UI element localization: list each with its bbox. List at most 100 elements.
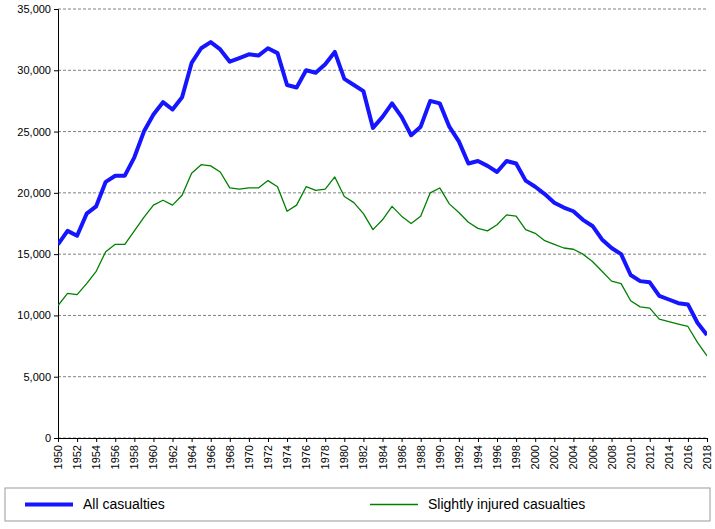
x-tick-mark [383,438,384,442]
grid-line [58,9,707,10]
x-tick: 2004 [567,438,579,469]
x-tick-label: 2008 [606,445,618,469]
y-axis-line [54,10,59,439]
y-tick: 30,000 [17,64,58,76]
x-tick-label: 2002 [548,445,560,469]
x-tick: 1950 [52,438,64,469]
x-tick-label: 2018 [701,445,713,469]
y-tick-label: 15,000 [17,248,51,260]
x-tick-label: 1996 [491,445,503,469]
x-tick-mark [592,438,593,442]
x-tick-label: 1964 [186,445,198,469]
grid-line [58,315,707,316]
legend-label: All casualties [83,496,165,512]
y-tick: 5,000 [23,371,58,383]
x-tick-mark [230,438,231,442]
plot: 0 5,000 10,000 15,000 20,000 25,000 30,000 35,0… [17,3,713,469]
x-axis-line [59,439,708,443]
x-tick: 1962 [167,438,179,469]
y-tick: 10,000 [17,309,58,321]
x-tick-label: 1952 [71,445,83,469]
series-line [58,42,707,335]
x-tick-label: 2016 [682,445,694,469]
x-tick: 1964 [186,438,198,469]
x-tick: 1982 [357,438,369,469]
x-tick-mark [58,438,59,442]
x-tick-mark [211,438,212,442]
legend-swatch [25,503,73,507]
x-tick-mark [688,438,689,442]
x-tick-label: 1980 [338,445,350,469]
x-tick: 1988 [415,438,427,469]
x-tick: 2000 [529,438,541,469]
x-tick: 1984 [377,438,389,469]
y-tick: 35,000 [17,3,58,15]
x-tick-label: 1984 [377,445,389,469]
x-tick-label: 2012 [644,445,656,469]
y-tick-mark [54,132,58,133]
y-tick-mark [54,377,58,378]
y-tick-mark [54,193,58,194]
x-tick-label: 1950 [52,445,64,469]
x-tick-mark [344,438,345,442]
x-tick: 1958 [128,438,140,469]
y-tick-label: 0 [45,432,51,444]
x-tick-mark [459,438,460,442]
y-axis: 0 5,000 10,000 15,000 20,000 25,000 30,000 35,0… [17,3,58,444]
x-tick: 1996 [491,438,503,469]
x-tick-label: 1978 [319,445,331,469]
x-tick: 1980 [338,438,350,469]
x-tick-label: 2004 [567,445,579,469]
x-tick-label: 2000 [529,445,541,469]
x-tick: 1972 [262,438,274,469]
x-tick: 1954 [90,438,102,469]
x-tick-mark [612,438,613,442]
legend-box [5,488,710,521]
x-tick-mark [96,438,97,442]
grid [58,9,707,438]
x-tick-mark [535,438,536,442]
x-tick: 1956 [109,438,121,469]
x-tick-label: 2006 [586,445,598,469]
y-tick-label: 5,000 [23,371,51,383]
y-tick-label: 20,000 [17,187,51,199]
x-tick-label: 1982 [357,445,369,469]
x-tick: 2010 [625,438,637,469]
y-tick-mark [54,70,58,71]
x-tick: 2002 [548,438,560,469]
x-tick-mark [707,438,708,442]
x-tick-mark [516,438,517,442]
x-tick-mark [650,438,651,442]
y-tick-mark [54,9,58,10]
x-tick-mark [173,438,174,442]
x-tick-label: 1966 [205,445,217,469]
x-tick: 2008 [606,438,618,469]
x-tick-label: 1994 [472,445,484,469]
x-tick: 1986 [396,438,408,469]
x-tick: 1992 [453,438,465,469]
grid-line [58,254,707,255]
x-tick-mark [402,438,403,442]
x-axis: 1950195219541956195819601962196419661968… [52,438,713,469]
x-tick-label: 1974 [281,445,293,469]
x-tick: 2016 [682,438,694,469]
x-tick-mark [440,438,441,442]
x-tick-mark [115,438,116,442]
grid-line [58,192,707,193]
y-tick: 25,000 [17,126,58,138]
y-tick: 20,000 [17,187,58,199]
x-tick-mark [363,438,364,442]
series-line [58,165,707,356]
x-tick-mark [192,438,193,442]
y-tick-mark [54,438,58,439]
y-tick-label: 30,000 [17,64,51,76]
lines [58,42,707,356]
x-tick-mark [478,438,479,442]
y-tick-label: 25,000 [17,126,51,138]
x-tick-mark [249,438,250,442]
x-tick: 2018 [701,438,713,469]
x-tick: 1960 [147,438,159,469]
x-tick-mark [497,438,498,442]
chart: 0 5,000 10,000 15,000 20,000 25,000 30,000 35,0… [0,0,715,529]
legend-swatch [370,504,418,505]
